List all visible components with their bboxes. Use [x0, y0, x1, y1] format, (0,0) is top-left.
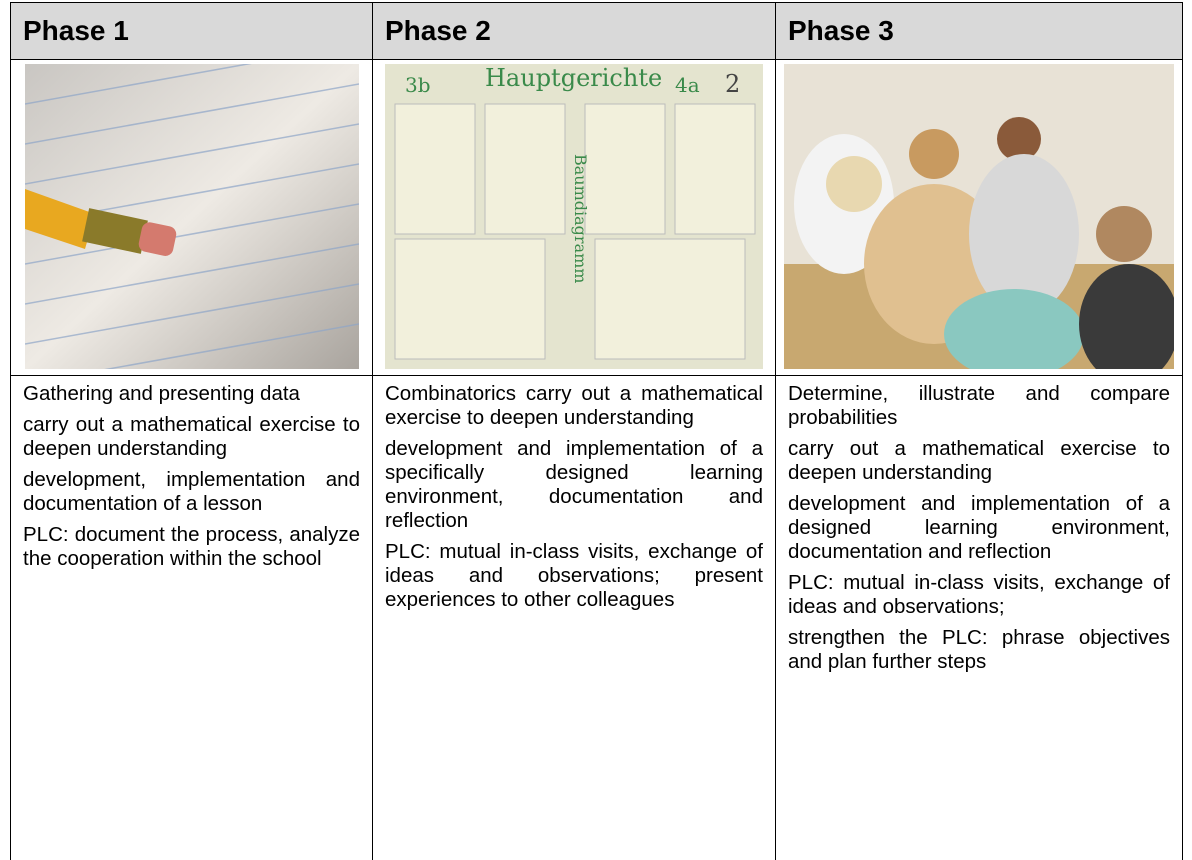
pencil-photo	[25, 64, 359, 369]
cell-paragraph: Gathering and presenting data	[23, 382, 360, 406]
cell-paragraph: carry out a mathematical exercise to dee…	[788, 437, 1170, 485]
text-cell: Determine, illustrate and compare probab…	[776, 376, 1183, 860]
cell-paragraph: PLC: mutual in-class visits, exchange of…	[385, 540, 763, 612]
cell-paragraph: PLC: document the process, analyze the c…	[23, 523, 360, 571]
poster-text: 2	[725, 70, 740, 98]
phase-table: Phase 1 Phase 2 Phase 3 3b Hauptgerichte…	[10, 2, 1183, 860]
text-cell: Combinatorics carry out a mathematical e…	[373, 376, 776, 860]
text-cell: Gathering and presenting data carry out a…	[11, 376, 373, 860]
header-cell: Phase 2	[373, 3, 776, 60]
header-cell: Phase 1	[11, 3, 373, 60]
cell-paragraph: PLC: mutual in-class visits, exchange of…	[788, 571, 1170, 619]
cell-paragraph: development and implementation of a spec…	[385, 437, 763, 533]
poster-text: 3b	[405, 73, 431, 97]
poster-text: Baumdiagramm	[571, 154, 590, 283]
poster-title: Hauptgerichte	[485, 64, 662, 92]
text-row: Gathering and presenting data carry out a…	[11, 376, 1183, 860]
cell-paragraph: Combinatorics carry out a mathematical e…	[385, 382, 763, 430]
cell-paragraph: strengthen the PLC: phrase objectives an…	[788, 626, 1170, 674]
image-cell	[776, 60, 1183, 376]
header-row: Phase 1 Phase 2 Phase 3	[11, 3, 1183, 60]
cell-paragraph: development, implementation and document…	[23, 468, 360, 516]
poster-text: 4a	[675, 73, 700, 97]
workshop-photo	[784, 64, 1174, 369]
image-row: 3b Hauptgerichte 4a 2 Baumdiagramm	[11, 60, 1183, 376]
cell-paragraph: Determine, illustrate and compare probab…	[788, 382, 1170, 430]
cell-paragraph: carry out a mathematical exercise to dee…	[23, 413, 360, 461]
header-cell: Phase 3	[776, 3, 1183, 60]
image-cell	[11, 60, 373, 376]
cell-paragraph: development and implementation of a desi…	[788, 492, 1170, 564]
image-cell: 3b Hauptgerichte 4a 2 Baumdiagramm	[373, 60, 776, 376]
poster-photo: 3b Hauptgerichte 4a 2 Baumdiagramm	[385, 64, 763, 369]
